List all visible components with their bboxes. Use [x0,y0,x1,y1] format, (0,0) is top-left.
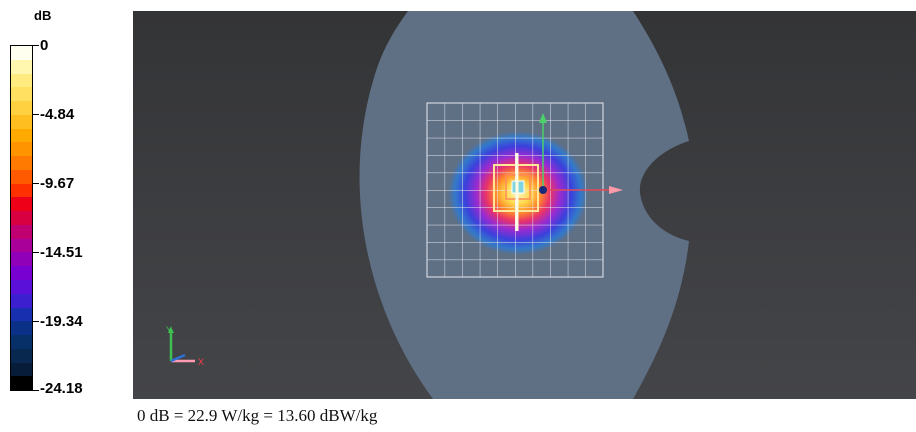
color-scale-bar [10,45,33,391]
triad-y-label: Y [166,325,172,335]
legend-swatch-9 [11,169,32,184]
legend-tick-4 [33,321,39,322]
legend-swatch-10 [11,183,32,198]
legend-label-0: 0 [40,37,49,54]
probe-origin-marker [539,186,547,194]
legend-swatch-24 [11,376,32,391]
legend-tick-0 [33,45,39,46]
legend-tick-3 [33,252,39,253]
sar-3d-viewport[interactable]: Y X [133,11,916,399]
legend-label-2: -9.67 [40,175,75,192]
legend-swatch-2 [11,73,32,88]
legend-tick-2 [33,183,39,184]
legend-swatch-16 [11,266,32,281]
legend-swatch-3 [11,87,32,102]
legend-swatch-18 [11,293,32,308]
legend-label-1: -4.84 [40,106,75,123]
legend-swatch-6 [11,128,32,143]
legend-swatch-21 [11,335,32,349]
legend-swatch-4 [11,101,32,115]
orientation-triad-icon: Y X [166,325,204,367]
legend-swatch-12 [11,211,32,225]
device-x-arrow-icon [609,186,623,194]
legend-swatch-7 [11,142,32,157]
legend-label-4: -19.34 [40,313,83,330]
legend-unit: dB [34,8,52,23]
legend-swatch-23 [11,362,32,377]
legend-swatch-5 [11,114,32,129]
legend-swatch-11 [11,197,32,212]
legend-swatch-8 [11,156,32,170]
legend-swatch-20 [11,321,32,336]
legend-swatch-22 [11,348,32,363]
triad-x-label: X [198,357,204,367]
legend-swatch-19 [11,307,32,322]
legend-swatch-15 [11,252,32,267]
legend-label-3: -14.51 [40,244,83,261]
device-y-arrow-icon [539,113,547,123]
legend-label-5: -24.18 [40,380,83,397]
legend-tick-1 [33,114,39,115]
legend-tick-5 [33,390,39,391]
sar-reference-caption: 0 dB = 22.9 W/kg = 13.60 dBW/kg [137,406,378,425]
legend-swatch-14 [11,238,32,253]
legend-swatch-13 [11,224,32,239]
legend-swatch-0 [11,46,32,60]
legend-swatch-1 [11,59,32,74]
legend-swatch-17 [11,280,32,294]
